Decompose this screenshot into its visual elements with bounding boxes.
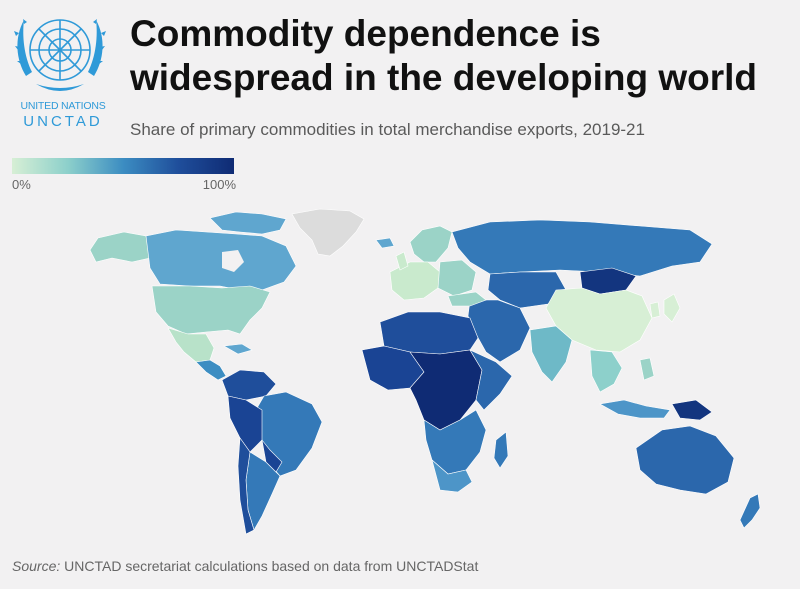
legend-max-label: 100% <box>202 177 236 192</box>
region-western-europe <box>389 261 441 301</box>
region-japan <box>663 293 681 323</box>
source-text: UNCTAD secretariat calculations based on… <box>60 558 479 574</box>
region-madagascar <box>493 431 509 469</box>
region-korea <box>649 301 661 319</box>
region-caribbean <box>223 343 253 355</box>
region-turkey <box>447 291 487 307</box>
page-subtitle: Share of primary commodities in total me… <box>130 120 645 139</box>
region-middle-east <box>467 299 531 363</box>
legend-min-label: 0% <box>12 177 31 192</box>
region-southeast-asia <box>589 349 623 393</box>
title-line-1: Commodity dependence is <box>130 13 601 54</box>
source-label: Source: <box>12 558 61 574</box>
region-iceland <box>375 237 395 249</box>
region-india <box>529 325 573 383</box>
page-title: Commodity dependence is widespread in th… <box>130 12 798 100</box>
region-scandinavia <box>409 225 453 263</box>
region-greenland <box>291 208 365 257</box>
region-central-america <box>195 359 227 381</box>
region-new-zealand <box>739 493 761 529</box>
region-south-africa <box>431 459 473 493</box>
region-peru-bolivia <box>227 395 263 453</box>
region-united-states <box>151 285 271 335</box>
region-east-africa <box>469 349 513 411</box>
region-philippines <box>639 357 655 381</box>
region-chile <box>237 437 255 535</box>
un-logo: UNITED NATIONS UNCTAD <box>8 6 108 130</box>
region-papua-new-guinea <box>671 399 713 421</box>
region-north-africa <box>379 311 479 355</box>
region-uk <box>395 251 409 271</box>
region-southern-africa <box>423 409 487 475</box>
region-canada <box>145 229 297 291</box>
region-uruguay-paraguay <box>261 439 283 473</box>
source-note: Source: UNCTAD secretariat calculations … <box>12 558 478 574</box>
color-legend: 0% 100% <box>12 158 236 198</box>
region-eastern-europe <box>437 259 477 297</box>
org-name-unctad: UNCTAD <box>23 113 103 130</box>
title-line-2: widespread in the developing world <box>130 57 758 98</box>
legend-gradient-bar <box>12 158 234 174</box>
org-name-united-nations: UNITED NATIONS <box>20 100 106 112</box>
region-canada-arctic-islands <box>209 211 287 235</box>
region-indonesia <box>599 399 671 419</box>
region-russia <box>451 219 713 277</box>
un-emblem-icon <box>14 19 106 91</box>
region-alaska <box>89 231 151 263</box>
region-australia <box>635 425 735 495</box>
